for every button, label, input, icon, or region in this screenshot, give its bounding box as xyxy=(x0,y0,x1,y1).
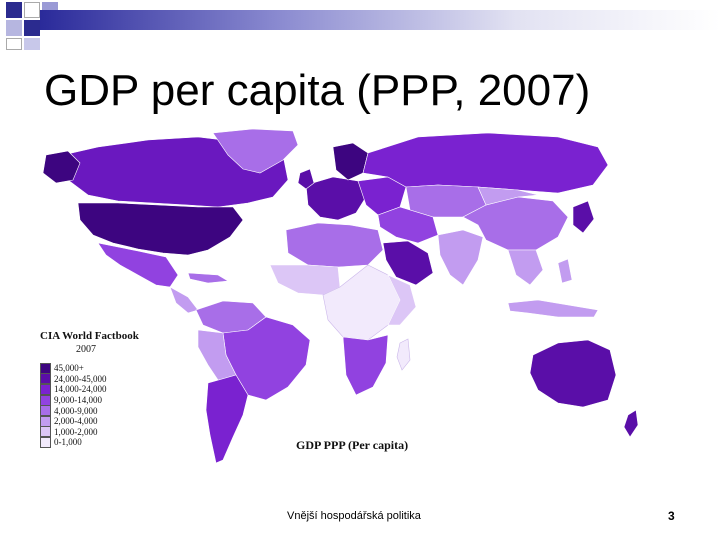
legend-source-year: 2007 xyxy=(76,344,96,355)
caribbean-region xyxy=(187,272,229,284)
legend-source-title: CIA World Factbook xyxy=(40,330,139,342)
india-region xyxy=(437,229,484,286)
legend-label: 2,000-4,000 xyxy=(54,416,98,427)
legend-swatch xyxy=(40,373,51,385)
west-africa-region xyxy=(269,264,341,296)
north-africa-region xyxy=(285,222,384,268)
southern-africa-region xyxy=(342,334,389,396)
legend-swatch xyxy=(40,394,51,406)
legend-label: 45,000+ xyxy=(54,363,84,374)
legend-swatch xyxy=(40,383,51,395)
legend-item: 1,000-2,000 xyxy=(40,426,150,438)
legend-swatch xyxy=(40,426,51,438)
uk-region xyxy=(297,168,315,190)
page-number: 3 xyxy=(668,509,675,523)
mexico-region xyxy=(97,242,179,288)
japan-korea-region xyxy=(572,200,595,234)
southeast-asia-region xyxy=(507,249,544,286)
australia-region xyxy=(529,339,617,408)
alaska-region xyxy=(42,150,81,184)
slide-corner-decoration xyxy=(0,0,60,50)
legend-swatch xyxy=(40,362,51,374)
world-map-svg xyxy=(42,128,639,464)
legend-swatch xyxy=(40,436,51,448)
central-america-region xyxy=(169,286,199,314)
legend-label: 24,000-45,000 xyxy=(54,373,107,384)
arabia-region xyxy=(382,240,434,286)
scandinavia-region xyxy=(332,142,369,181)
east-africa-region xyxy=(387,274,417,326)
madagascar-region xyxy=(396,338,411,371)
legend-item: 2,000-4,000 xyxy=(40,415,150,427)
new-zealand-region xyxy=(623,409,639,438)
map-caption: GDP PPP (Per capita) xyxy=(296,438,409,452)
title-gradient-bar xyxy=(40,10,720,30)
legend-label: 4,000-9,000 xyxy=(54,405,98,416)
legend-label: 9,000-14,000 xyxy=(54,395,102,406)
legend-rows: 45,000+ 24,000-45,000 14,000-24,000 9,000-1… xyxy=(40,362,150,448)
legend-item: 24,000-45,000 xyxy=(40,373,150,385)
legend-label: 0-1,000 xyxy=(54,437,82,448)
philippines-region xyxy=(557,258,573,284)
legend-item: 9,000-14,000 xyxy=(40,394,150,406)
legend-swatch xyxy=(40,405,51,417)
legend-item: 0-1,000 xyxy=(40,436,150,448)
greenland-region xyxy=(212,128,299,174)
map-legend: CIA World Factbook 2007 45,000+ 24,000-45… xyxy=(40,330,150,448)
world-map xyxy=(38,125,688,470)
legend-label: 1,000-2,000 xyxy=(54,426,98,437)
usa-region xyxy=(77,202,244,256)
mongolia-region xyxy=(477,186,539,206)
indonesia-region xyxy=(507,299,599,318)
legend-label: 14,000-24,000 xyxy=(54,384,107,395)
russia-region xyxy=(362,132,609,194)
argentina-chile-region xyxy=(205,374,249,464)
legend-item: 4,000-9,000 xyxy=(40,405,150,417)
legend-item: 45,000+ xyxy=(40,362,150,374)
slide-footer: Vnější hospodářská politika xyxy=(287,510,421,522)
slide-title: GDP per capita (PPP, 2007) xyxy=(44,66,591,115)
legend-item: 14,000-24,000 xyxy=(40,383,150,395)
western-europe-region xyxy=(305,176,367,221)
legend-swatch xyxy=(40,415,51,427)
